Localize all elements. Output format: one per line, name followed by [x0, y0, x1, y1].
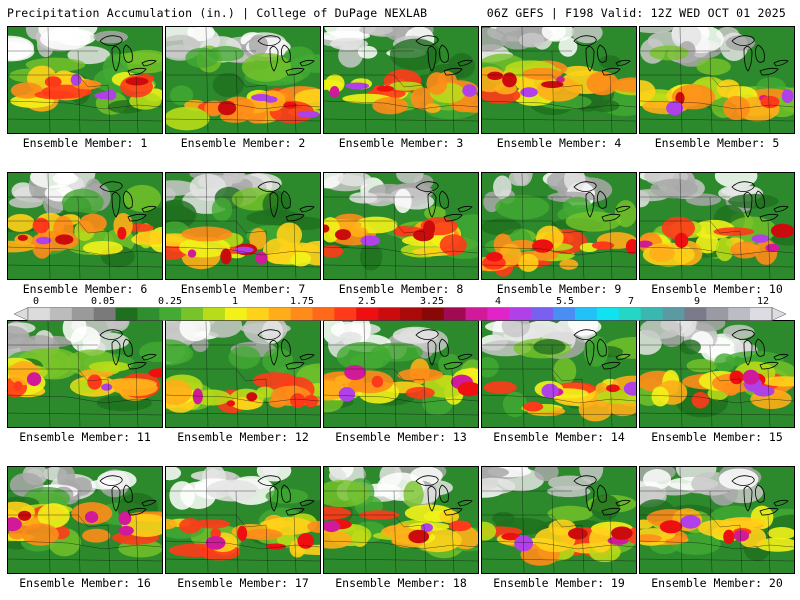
- ensemble-member-label: Ensemble Member: 9: [496, 282, 622, 296]
- ensemble-member-label: Ensemble Member: 15: [651, 430, 783, 444]
- colorbar-swatch: [443, 307, 466, 321]
- colorbar-swatch: [268, 307, 291, 321]
- colorbar-swatch: [312, 307, 335, 321]
- ensemble-member-label: Ensemble Member: 2: [180, 136, 306, 150]
- colorbar-min-arrow: [14, 307, 29, 321]
- colorbar-swatch: [509, 307, 532, 321]
- ensemble-map-panel: [7, 172, 163, 280]
- colorbar-swatch: [487, 307, 510, 321]
- colorbar-swatch: [706, 307, 729, 321]
- colorbar-swatch: [465, 307, 488, 321]
- colorbar-tick-label: 0.25: [157, 296, 183, 307]
- colorbar-swatch: [684, 307, 707, 321]
- colorbar-tick-label: 12: [756, 296, 770, 307]
- colorbar-swatch: [181, 307, 204, 321]
- ensemble-map-panel: [639, 466, 795, 574]
- colorbar-tick-label: 3.25: [419, 296, 445, 307]
- header-left-title: Precipitation Accumulation (in.) | Colle…: [7, 6, 428, 20]
- ensemble-map-panel: [165, 466, 321, 574]
- ensemble-member-label: Ensemble Member: 6: [22, 282, 148, 296]
- colorbar-swatch: [531, 307, 554, 321]
- ensemble-member-label: Ensemble Member: 14: [493, 430, 625, 444]
- colorbar-swatch: [93, 307, 116, 321]
- colorbar-swatch: [618, 307, 642, 321]
- ensemble-map-panel: [639, 320, 795, 428]
- colorbar-swatch: [159, 307, 182, 321]
- colorbar-tick-label: 7: [627, 296, 635, 307]
- colorbar-swatch: [290, 307, 313, 321]
- ensemble-member-label: Ensemble Member: 5: [654, 136, 780, 150]
- colorbar-tick-label: 5.5: [555, 296, 575, 307]
- colorbar-swatch: [137, 307, 160, 321]
- colorbar-swatch: [553, 307, 576, 321]
- colorbar-tick-label: 1.75: [289, 296, 315, 307]
- colorbar-swatch: [49, 307, 73, 321]
- ensemble-member-label: Ensemble Member: 12: [177, 430, 309, 444]
- colorbar-swatch: [640, 307, 663, 321]
- ensemble-map-panel: [323, 320, 479, 428]
- ensemble-member-label: Ensemble Member: 1: [22, 136, 148, 150]
- colorbar-swatch: [246, 307, 270, 321]
- colorbar-swatch: [115, 307, 138, 321]
- colorbar-swatch: [575, 307, 598, 321]
- colorbar-tick-label: 2.5: [357, 296, 377, 307]
- ensemble-map-panel: [639, 26, 795, 134]
- ensemble-member-label: Ensemble Member: 16: [19, 576, 151, 590]
- colorbar-tick-label: 4: [494, 296, 502, 307]
- ensemble-map-panel: [323, 466, 479, 574]
- colorbar-swatch: [662, 307, 685, 321]
- colorbar-swatch: [28, 307, 51, 321]
- colorbar-swatch: [356, 307, 379, 321]
- ensemble-member-label: Ensemble Member: 4: [496, 136, 622, 150]
- ensemble-map-panel: [323, 172, 479, 280]
- colorbar-swatch: [400, 307, 423, 321]
- ensemble-map-panel: [165, 26, 321, 134]
- colorbar-tick-label: 0: [32, 296, 40, 307]
- colorbar-tick-label: 0.05: [90, 296, 116, 307]
- colorbar-swatch: [750, 307, 773, 321]
- colorbar-swatch: [421, 307, 445, 321]
- ensemble-map-panel: [7, 26, 163, 134]
- ensemble-map-panel: [481, 26, 637, 134]
- colorbar-swatch: [378, 307, 401, 321]
- ensemble-member-label: Ensemble Member: 10: [651, 282, 783, 296]
- ensemble-map-panel: [323, 26, 479, 134]
- ensemble-member-label: Ensemble Member: 17: [177, 576, 309, 590]
- colorbar-swatch: [596, 307, 620, 321]
- ensemble-map-panel: [7, 466, 163, 574]
- ensemble-member-label: Ensemble Member: 18: [335, 576, 467, 590]
- ensemble-member-label: Ensemble Member: 20: [651, 576, 783, 590]
- colorbar-max-arrow: [771, 307, 786, 321]
- ensemble-member-label: Ensemble Member: 11: [19, 430, 151, 444]
- ensemble-member-label: Ensemble Member: 8: [338, 282, 464, 296]
- colorbar-tick-label: 1: [231, 296, 239, 307]
- ensemble-map-panel: [7, 320, 163, 428]
- ensemble-member-label: Ensemble Member: 19: [493, 576, 625, 590]
- colorbar-tick-label: 9: [693, 296, 701, 307]
- colorbar-swatch: [224, 307, 248, 321]
- ensemble-member-label: Ensemble Member: 3: [338, 136, 464, 150]
- colorbar-swatch: [203, 307, 226, 321]
- ensemble-map-panel: [165, 172, 321, 280]
- colorbar-swatch: [334, 307, 357, 321]
- colorbar-swatch: [71, 307, 94, 321]
- ensemble-map-panel: [165, 320, 321, 428]
- colorbar-swatch: [728, 307, 751, 321]
- ensemble-member-label: Ensemble Member: 7: [180, 282, 306, 296]
- precip-colorbar: [14, 307, 786, 321]
- ensemble-member-label: Ensemble Member: 13: [335, 430, 467, 444]
- ensemble-map-panel: [481, 466, 637, 574]
- ensemble-map-panel: [481, 172, 637, 280]
- ensemble-map-panel: [481, 320, 637, 428]
- header-right-title: 06Z GEFS | F198 Valid: 12Z WED OCT 01 20…: [486, 6, 786, 20]
- ensemble-map-panel: [639, 172, 795, 280]
